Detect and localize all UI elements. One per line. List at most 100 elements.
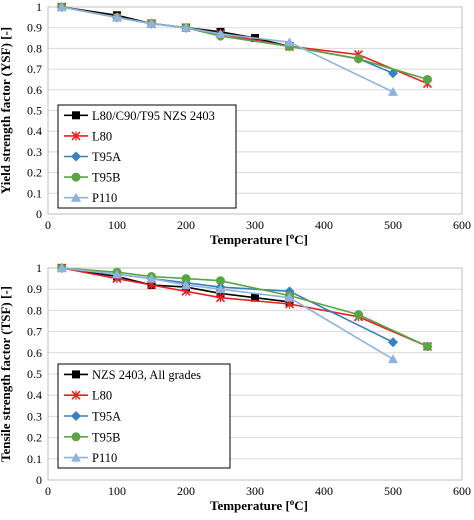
legend-item: T95A [64, 410, 121, 424]
legend-box [57, 363, 231, 469]
legend-label: L80/C90/T95 NZS 2403 [92, 109, 215, 123]
legend-label: T95A [92, 410, 121, 424]
x-axis-title-superscript: o [290, 231, 295, 241]
legend-item: L80/C90/T95 NZS 2403 [64, 109, 215, 123]
data-point-marker [146, 273, 157, 283]
data-point-marker [56, 263, 67, 272]
data-point-marker [181, 274, 191, 284]
legend-label: P110 [92, 451, 117, 465]
y-tick-label: 0.3 [27, 145, 42, 159]
legend-swatch-marker [71, 432, 81, 442]
legend-item: L80 [64, 389, 112, 403]
data-point-marker [215, 28, 226, 38]
x-tick-label: 200 [177, 218, 195, 232]
legend-item: NZS 2403, All grades [64, 368, 201, 382]
y-tick-label: 0.7 [27, 325, 42, 339]
x-tick-label: 100 [108, 218, 126, 232]
plot-area-frame [47, 6, 463, 215]
legend: NZS 2403, All grades L80 T95A T95B P110 [57, 363, 231, 469]
data-point-marker [215, 293, 226, 303]
plot-area-frame [47, 267, 463, 481]
y-tick-label: 0.9 [27, 282, 42, 296]
y-tick-label: 0.1 [27, 186, 42, 200]
data-point-marker [251, 293, 259, 302]
x-axis-title: Temperature [oC] [210, 497, 308, 513]
legend-label: NZS 2403, All grades [92, 368, 201, 382]
data-point-marker [354, 54, 363, 64]
series-line [61, 267, 394, 343]
series-p110 [56, 263, 398, 364]
legend-label: T95A [92, 150, 121, 164]
legend-item: T95A [64, 150, 121, 164]
x-axis-title-unit: C] [294, 498, 308, 513]
x-tick-label: 500 [384, 218, 402, 232]
legend-label: T95B [92, 430, 120, 444]
legend-item: L80 [64, 129, 112, 143]
data-point-marker [388, 68, 398, 79]
x-axis-title-superscript: o [290, 497, 295, 507]
data-point-marker [388, 86, 398, 96]
legend-swatch-marker [71, 192, 81, 202]
y-tick-label: 0.8 [27, 303, 42, 317]
data-point-marker [354, 310, 363, 320]
data-point-marker [112, 12, 122, 22]
x-tick-label: 600 [453, 484, 471, 498]
y-tick-label: 0 [36, 207, 42, 221]
y-tick-label: 0.5 [27, 104, 42, 118]
data-point-marker [216, 276, 225, 286]
data-point-marker [146, 18, 157, 28]
x-tick-label: 0 [45, 484, 51, 498]
x-axis-title-text: Temperature [ [210, 498, 290, 513]
legend-label: P110 [92, 191, 117, 205]
x-tick-label: 100 [108, 484, 126, 498]
series-line [61, 267, 428, 348]
legend-item: P110 [64, 191, 117, 205]
x-tick-label: 600 [453, 218, 471, 232]
legend-label: L80 [92, 129, 112, 143]
legend-swatch-marker [71, 390, 81, 400]
y-axis-title: Tensile strength factor (TSF) [-] [0, 286, 13, 462]
data-point-marker [181, 279, 191, 289]
x-tick-label: 300 [246, 484, 264, 498]
legend-label: T95B [92, 171, 120, 185]
x-tick-label: 400 [315, 484, 333, 498]
y-tick-label: 0.5 [27, 367, 42, 381]
y-axis-title: Yield strength factor (YSF) [-] [0, 27, 13, 194]
y-tick-label: 0.2 [27, 431, 42, 445]
y-tick-label: 0.1 [27, 452, 42, 466]
x-tick-label: 400 [315, 218, 333, 232]
legend-swatch-marker [71, 151, 81, 162]
data-point-marker [215, 284, 226, 294]
legend-item: T95B [64, 171, 120, 185]
legend-label: L80 [92, 389, 112, 403]
y-tick-label: 0.6 [27, 346, 42, 360]
x-axis-title-text: Temperature [ [210, 232, 290, 247]
legend-swatch-marker [71, 131, 81, 141]
chart-panel-bottom: 0 0.1 0.2 0.3 0.4 0.5 0.6 0.7 0.8 0.9 1 0 100 200 300 4… [0, 261, 471, 513]
x-axis-title-unit: C] [294, 232, 308, 247]
y-tick-label: 0.4 [27, 388, 42, 402]
y-tick-label: 0.8 [27, 41, 42, 55]
chart-panel-top: 0 0.1 0.2 0.3 0.4 0.5 0.6 0.7 0.8 0.9 1 0 100 200 300 4… [0, 0, 471, 247]
series-p110 [56, 2, 398, 96]
y-tick-label: 0 [36, 473, 42, 487]
x-tick-label: 500 [384, 484, 402, 498]
y-tick-label: 0.9 [27, 21, 42, 35]
y-tick-label: 1 [36, 0, 42, 14]
data-point-marker [388, 354, 398, 364]
data-point-marker [388, 337, 398, 348]
y-tick-label: 0.6 [27, 83, 42, 97]
x-tick-label: 200 [177, 484, 195, 498]
series-t95b [57, 2, 432, 84]
x-tick-label: 300 [246, 218, 264, 232]
y-tick-label: 0.2 [27, 166, 42, 180]
series-line [61, 6, 394, 93]
data-point-marker [423, 341, 432, 351]
legend-item: P110 [64, 451, 117, 465]
y-tick-label: 1 [36, 261, 42, 275]
x-tick-label: 0 [45, 218, 51, 232]
data-point-marker [423, 74, 432, 84]
data-point-marker [56, 2, 67, 11]
